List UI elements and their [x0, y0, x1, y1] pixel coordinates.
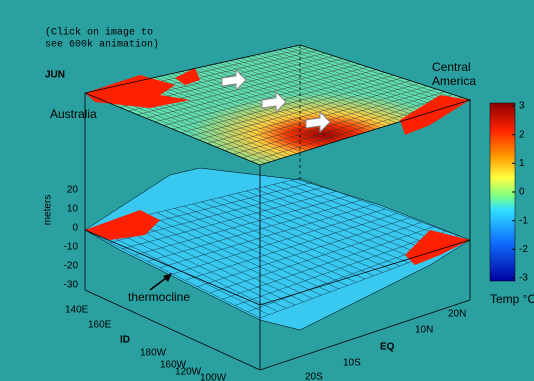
colorbar-tick-label: 2: [519, 129, 525, 140]
latitude-label: 10S: [343, 358, 361, 369]
mesh-line: [154, 66, 369, 122]
mesh-line: [224, 88, 437, 151]
longitude-label: 160W: [160, 360, 187, 371]
pointer-head: [163, 273, 172, 282]
place-label: Australia: [50, 107, 97, 121]
colorbar-title: Temp °C: [490, 292, 534, 306]
mesh-line: [209, 222, 422, 294]
mesh-line: [233, 91, 445, 155]
mesh-line: [184, 213, 398, 281]
mesh-line: [134, 195, 349, 256]
caption[interactable]: see 600k animation): [45, 39, 159, 51]
mesh-line: [207, 83, 420, 144]
wind-arrow: [305, 110, 331, 134]
colorbar-tick-label: 1: [519, 158, 525, 169]
longitude-label: 140E: [65, 305, 89, 316]
mesh-line: [198, 80, 411, 140]
depth-tick-label: -30: [64, 280, 79, 291]
month: JUN: [45, 70, 65, 81]
place-label: Central: [432, 60, 471, 74]
depth-tick-label: -10: [64, 242, 79, 253]
colorbar-tick-label: -1: [519, 215, 528, 226]
latitude-label: 20S: [305, 372, 323, 381]
land: [175, 68, 200, 85]
latitude-label: EQ: [380, 342, 395, 353]
mesh-line: [146, 64, 360, 119]
depth-tick-label: 10: [67, 204, 79, 215]
surface-mesh: [84, 177, 471, 319]
mesh-line: [181, 75, 394, 133]
mesh-line: [163, 69, 377, 126]
land: [85, 210, 160, 240]
mesh-line: [147, 199, 361, 262]
caption[interactable]: (Click on image to: [45, 27, 153, 39]
longitude-label: 120W: [175, 367, 202, 378]
wind-arrow: [261, 90, 287, 114]
mesh-line: [122, 191, 337, 250]
mesh-line: [137, 61, 352, 115]
longitude-label: 160E: [88, 320, 112, 331]
box-frame: [84, 44, 472, 371]
mesh-line: [172, 208, 386, 275]
colorbar-tick-label: 3: [519, 101, 525, 112]
longitude-label: 100W: [200, 373, 227, 381]
colorbar: [489, 102, 516, 282]
depth-tick-label: 0: [72, 223, 78, 234]
latitude-label: 10N: [415, 325, 433, 336]
annotation: thermocline: [128, 290, 190, 304]
depth-tick-label: -20: [64, 261, 79, 272]
thermocline-surface: [84, 167, 471, 331]
longitude-label: ID: [120, 335, 130, 346]
mesh-line: [234, 230, 446, 306]
land: [85, 75, 190, 108]
mesh-line: [222, 226, 434, 300]
depth-axis-title: meters: [43, 195, 54, 226]
land: [405, 230, 470, 265]
mesh-line: [242, 94, 454, 158]
colorbar-tick-label: -3: [519, 273, 528, 284]
longitude-label: 180W: [140, 348, 167, 359]
latitude-label: 20N: [448, 309, 466, 320]
colorbar-tick-label: 0: [519, 187, 525, 198]
mesh-line: [159, 204, 373, 268]
mesh-line: [197, 217, 410, 287]
colorbar-tick-label: -2: [519, 244, 528, 255]
depth-tick-label: 20: [67, 185, 79, 196]
mesh-line: [189, 77, 403, 137]
place-label: America: [432, 74, 476, 88]
wind-arrow: [221, 68, 247, 92]
